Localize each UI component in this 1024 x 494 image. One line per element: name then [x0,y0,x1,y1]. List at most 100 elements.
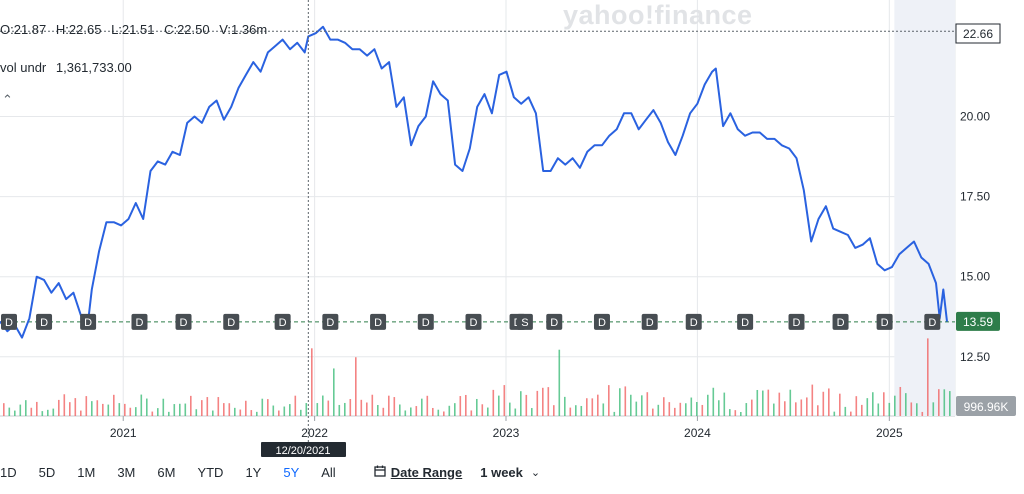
marker-label: D [646,317,654,329]
volume-bar [932,402,935,416]
volume-bar [751,399,753,416]
volume-bar [151,411,154,416]
dividend-marker[interactable]: D [788,313,805,330]
calendar-icon [374,465,386,480]
ohlc-readout: O:21.87 H:22.65 L:21.51 C:22.50 V:1.36m [0,22,273,37]
volume-bar [861,404,863,416]
volume-bar [190,395,192,416]
volume-bar [756,389,759,416]
crosshair-price-tag: 22.66 [955,23,1001,44]
volume-bar [729,409,731,416]
dividend-marker[interactable]: D [546,313,563,330]
volume-bar [844,406,847,416]
volume-bar [245,400,247,416]
volume-axis-tag: 996.96K [956,396,1016,416]
volume-bar [679,402,682,416]
marker-label: D [84,317,92,329]
dividend-marker[interactable]: D [737,313,754,330]
dividend-marker[interactable]: D [370,313,387,330]
volume-bar [778,392,781,416]
range-button-all[interactable]: All [321,464,336,480]
volume-bar [877,403,880,416]
volume-bar [14,410,16,416]
volume-bar [916,403,918,416]
marker-label: D [598,317,606,329]
volume-bars [3,338,951,416]
marker-label: D [928,317,936,329]
dividend-marker[interactable]: D [832,313,849,330]
dividend-marker[interactable]: D [175,313,192,330]
date-range-button[interactable]: Date Range [374,464,463,480]
marker-box [417,313,434,330]
range-button-5d[interactable]: 5D [38,464,56,480]
volume-bar [305,403,308,416]
open-value: O:21.87 [0,22,47,37]
volume-bar [745,403,748,416]
volume-bar [718,400,720,416]
dividend-marker[interactable]: D [36,313,53,330]
dividend-marker[interactable]: D [685,313,702,330]
volume-indicator-value: 1,361,733.00 [55,60,132,75]
volume-bar [91,401,93,416]
volume-bar [366,402,368,416]
volume-bar [25,400,27,416]
volume-bar [107,404,110,416]
volume-bar [866,398,869,416]
marker-label: D [180,317,188,329]
volume-bar [272,405,275,416]
volume-bar [905,393,907,416]
volume-bar [8,407,11,416]
volume-bar [591,398,594,416]
dividend-marker[interactable]: D [223,313,240,330]
volume-bar [349,399,352,416]
range-button-1y[interactable]: 1Y [245,464,262,480]
marker-box [175,313,192,330]
volume-bar [470,410,473,416]
dividend-marker[interactable]: D [80,313,97,330]
range-button-3m[interactable]: 3M [117,464,136,480]
dividend-marker[interactable]: D [593,313,610,330]
dividend-marker[interactable]: D [465,313,482,330]
volume-bar [564,396,566,416]
volume-bar [734,410,737,416]
dividend-marker[interactable]: D [924,313,941,330]
split-marker[interactable]: S [516,313,533,330]
dividend-marker[interactable]: D [322,313,339,330]
volume-bar [784,401,786,416]
range-button-ytd[interactable]: YTD [197,464,224,480]
dividend-marker[interactable]: D [131,313,148,330]
marker-label: D [881,317,889,329]
marker-box [36,313,53,330]
dividend-marker[interactable]: D [1,313,17,330]
current-price-tag: 13.59 [956,311,1000,331]
range-button-1d[interactable]: 1D [0,464,17,480]
volume-bar [707,394,709,416]
event-markers[interactable]: DDDDDDDDDDDDSDDDDDDDDD [1,313,941,330]
volume-bar [657,404,660,416]
volume-bar [646,392,649,416]
volume-indicator-name: vol undr [0,60,47,75]
volume-bar [256,411,258,416]
volume-bar [338,404,341,416]
marker-box [80,313,97,330]
volume-bar [668,402,671,416]
range-button-6m[interactable]: 6M [157,464,176,480]
dividend-marker[interactable]: D [876,313,893,330]
dividend-marker[interactable]: D [641,313,658,330]
date-range-label: Date Range [390,464,463,480]
caret-up-icon[interactable]: ⌃ [2,92,13,107]
y-tick-label: 12.50 [960,350,990,364]
range-toolbar: 1D 5D 1M 3M 6M YTD 1Y 5Y All Date Range 1 week ⌄ [0,458,540,486]
marker-box [274,313,291,330]
range-button-1m[interactable]: 1M [77,464,96,480]
volume-bar [459,396,462,416]
dividend-marker[interactable]: D [417,313,434,330]
interval-select[interactable]: 1 week ⌄ [480,465,540,480]
volume-bar [195,409,198,416]
range-button-5y[interactable]: 5Y [283,464,300,480]
volume-bar [410,407,412,416]
volume-bar [63,394,66,416]
volume-bar [817,405,819,416]
dividend-marker[interactable]: D [274,313,291,330]
